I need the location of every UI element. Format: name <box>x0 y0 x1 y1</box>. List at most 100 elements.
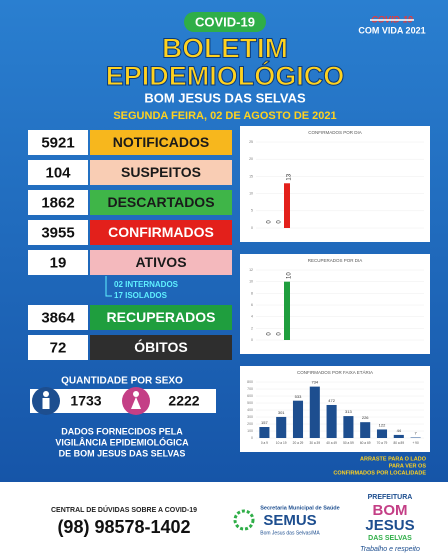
stat-label-box <box>90 305 232 330</box>
source: VIGILÂNCIA EPIDEMIOLÓGICA <box>55 436 189 447</box>
swipe-note: CONFIRMADOS POR LOCALIDADE <box>333 470 426 476</box>
stat-value: 3955 <box>41 224 74 241</box>
bar <box>276 416 287 438</box>
stat-label: RECUPERADOS <box>107 309 216 325</box>
y-tick-label: 12 <box>249 268 253 272</box>
slogan: Trabalho e respeito <box>360 546 420 553</box>
bar <box>284 281 290 340</box>
y-tick-label: 0 <box>251 338 253 342</box>
stat-label-box <box>90 130 232 155</box>
stat-value: 3864 <box>41 309 75 326</box>
bar <box>259 427 270 438</box>
x-tick-label: 60 a 69 <box>360 441 371 445</box>
logo-ring <box>233 509 255 531</box>
stat-value-box <box>28 220 88 245</box>
y-tick-label: 400 <box>247 408 253 412</box>
stat-label-box <box>90 160 232 185</box>
value-label: 0 <box>267 332 273 336</box>
pref-name: DAS SELVAS <box>368 535 412 542</box>
bar <box>393 434 404 438</box>
y-tick-label: 5 <box>251 209 253 213</box>
y-tick-label: 600 <box>247 394 253 398</box>
y-tick-label: 700 <box>247 387 253 391</box>
stat-value: 5921 <box>41 134 74 151</box>
y-tick-label: 4 <box>251 315 253 319</box>
stat-label: NOTIFICADOS <box>113 134 209 150</box>
swipe-note: ARRASTE PARA O LADO <box>360 456 427 462</box>
title: BOLETIM <box>162 32 288 63</box>
help-title: CENTRAL DE DÚVIDAS SOBRE A COVID-19 <box>51 505 197 514</box>
chart-panel <box>240 254 430 354</box>
stat-label: ÓBITOS <box>134 338 187 355</box>
value-label: 734 <box>311 380 318 385</box>
stat-label: SUSPEITOS <box>121 164 201 180</box>
female-count: 2222 <box>168 393 199 409</box>
ativos-detail: 17 ISOLADOS <box>114 291 168 300</box>
value-label: 44 <box>397 428 402 433</box>
title: EPIDEMIOLÓGICO <box>106 60 345 91</box>
source: DE BOM JESUS DAS SELVAS <box>59 448 186 458</box>
x-tick-label: 30 a 39 <box>309 441 320 445</box>
value-label: 226 <box>362 415 369 420</box>
bar <box>376 429 388 438</box>
stat-label-box <box>90 190 232 215</box>
stats: 5921 NOTIFICADOS 104 SUSPEITOS 1862 DESCARTAD… <box>28 130 232 360</box>
ativos-detail: 02 INTERNADOS <box>114 280 179 289</box>
phone: (98) 98578-1402 <box>57 517 190 537</box>
value-label: 0 <box>277 332 283 336</box>
chart-title: CONFIRMADOS POR FAIXA ETÁRIA <box>297 369 373 375</box>
y-tick-label: 15 <box>249 174 253 178</box>
value-label: 10 <box>287 272 293 279</box>
x-tick-label: 70 a 79 <box>377 441 388 445</box>
badge-text: COVID-19 <box>195 14 255 29</box>
icon-head <box>43 391 49 397</box>
value-label: 122 <box>379 423 386 428</box>
y-tick-label: 2 <box>251 326 253 330</box>
x-tick-label: 10 a 19 <box>276 441 287 445</box>
stat-label: CONFIRMADOS <box>108 224 214 240</box>
value-label: 472 <box>328 398 335 403</box>
x-tick-label: 40 a 49 <box>326 441 337 445</box>
icon-head <box>133 391 139 397</box>
chart-title: RECUPERADOS POR DIA <box>308 258 363 263</box>
value-label: 301 <box>278 410 285 415</box>
swipe-note: PARA VER OS <box>389 463 427 469</box>
value-label: 0 <box>277 220 283 224</box>
x-tick-label: 20 a 29 <box>293 441 304 445</box>
place: BOM JESUS DAS SELVAS <box>144 90 306 105</box>
footer-bg <box>0 482 448 560</box>
y-tick-label: 6 <box>251 303 253 307</box>
stat-value-box <box>28 305 88 330</box>
male-count: 1733 <box>70 393 101 409</box>
value-label: 7 <box>414 431 417 436</box>
bar <box>292 400 304 438</box>
stat-value-box <box>28 160 88 185</box>
date: SEGUNDA FEIRA, 02 DE AGOSTO DE 2021 <box>113 110 336 122</box>
icon-body <box>42 398 50 409</box>
badge <box>184 12 266 32</box>
stat-label-box <box>90 335 232 360</box>
stat-value: 1862 <box>41 194 74 211</box>
value-label: 157 <box>261 420 268 425</box>
y-tick-label: 500 <box>247 401 253 405</box>
connector <box>105 276 112 297</box>
value-label: 13 <box>287 173 293 180</box>
stat-label-box <box>90 220 232 245</box>
icon-body <box>131 397 141 409</box>
y-tick-label: 0 <box>251 436 253 440</box>
stat-value: 72 <box>50 339 67 356</box>
y-tick-label: 100 <box>247 429 253 433</box>
y-tick-label: 10 <box>249 280 253 284</box>
x-tick-label: 80 a 89 <box>393 441 404 445</box>
x-tick-label: 50 a 59 <box>343 441 354 445</box>
x-tick-label: + 90 <box>412 441 419 445</box>
corner-text: COM VIDA 2021 <box>358 25 425 35</box>
value-label: 313 <box>345 409 352 414</box>
pref: PREFEITURA <box>368 494 413 501</box>
x-tick-label: 0 a 9 <box>261 441 268 445</box>
y-tick-label: 800 <box>247 380 253 384</box>
stat-label: ATIVOS <box>135 254 186 270</box>
y-tick-label: 8 <box>251 291 253 295</box>
bar <box>326 404 337 438</box>
y-tick-label: 300 <box>247 415 253 419</box>
